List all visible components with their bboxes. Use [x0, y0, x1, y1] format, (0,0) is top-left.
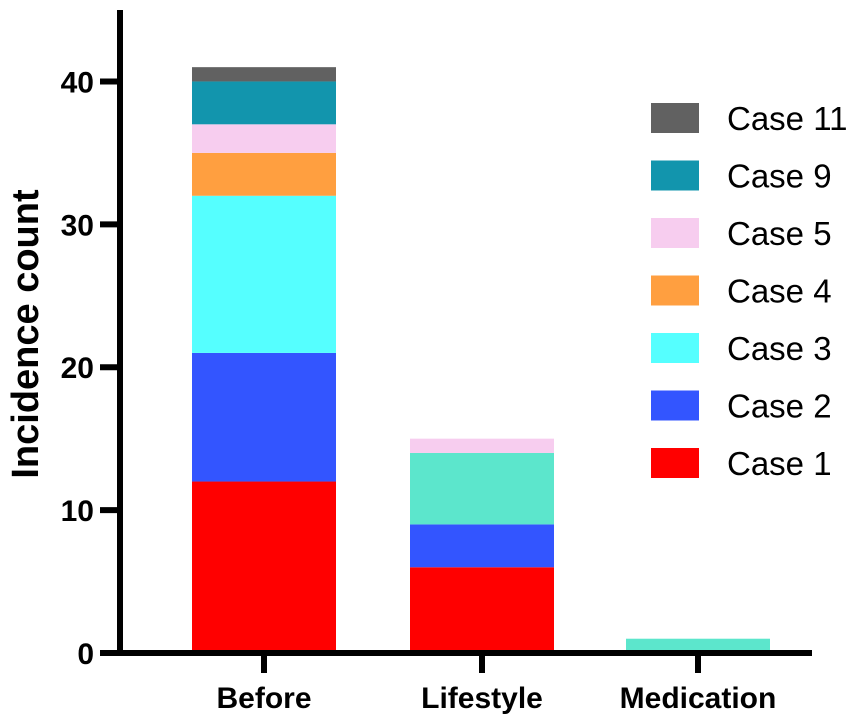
x-tick-label-medication: Medication — [620, 682, 777, 715]
legend-swatch-case-2 — [651, 390, 699, 421]
bar-before-case-2 — [192, 352, 336, 482]
bar-before-case-11 — [192, 67, 336, 82]
x-tick-label-lifestyle: Lifestyle — [421, 682, 543, 715]
legend-label-case-1: Case 1 — [727, 445, 832, 482]
y-tick-label-20: 20 — [61, 352, 94, 385]
legend-label-case-9: Case 9 — [727, 158, 832, 195]
y-tick-label-30: 30 — [61, 209, 94, 242]
bar-before-case-1 — [192, 481, 336, 653]
bar-before-case-5 — [192, 124, 336, 153]
y-tick-label-40: 40 — [61, 66, 94, 99]
bar-medication-case-7 — [626, 638, 770, 653]
bar-lifestyle-case-5 — [410, 438, 554, 453]
bar-lifestyle-case-1 — [410, 567, 554, 653]
legend: Case 11 Case 9 Case 5 Case 4 Case 3 Case 2 Cas… — [651, 100, 847, 482]
legend-swatch-case-5 — [651, 218, 699, 248]
bar-before-case-3 — [192, 195, 336, 353]
y-tick-label-10: 10 — [61, 495, 94, 528]
bar-before-case-4 — [192, 152, 336, 196]
legend-swatch-case-9 — [651, 160, 699, 191]
legend-label-case-4: Case 4 — [727, 273, 832, 310]
bars-layer — [192, 67, 770, 653]
legend-swatch-case-3 — [651, 333, 699, 363]
legend-swatch-case-11 — [651, 103, 699, 133]
legend-label-case-5: Case 5 — [727, 215, 832, 252]
ticks-layer: 0 10 20 30 40 Before Lifestyle Medication — [61, 66, 777, 715]
legend-label-case-11: Case 11 — [727, 100, 847, 137]
legend-swatch-case-4 — [651, 275, 699, 306]
bar-lifestyle-case-2 — [410, 524, 554, 568]
legend-label-case-2: Case 2 — [727, 388, 832, 425]
y-tick-label-0: 0 — [77, 638, 94, 671]
y-axis-label: Incidence count — [5, 189, 47, 479]
legend-swatch-case-1 — [651, 448, 699, 478]
bar-before-case-9 — [192, 81, 336, 125]
x-tick-label-before: Before — [216, 682, 311, 715]
legend-label-case-3: Case 3 — [727, 330, 832, 367]
bar-lifestyle-case-7 — [410, 452, 554, 525]
